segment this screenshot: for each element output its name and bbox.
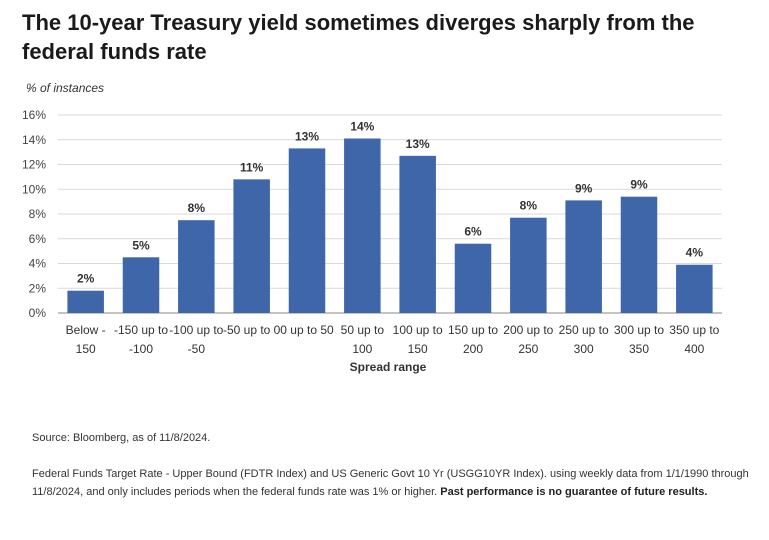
disclaimer: Past performance is no guarantee of futu…: [440, 486, 708, 498]
x-tick-label: 300: [574, 342, 594, 356]
x-tick-label: -50 up to 0: [223, 323, 281, 337]
bar: [454, 243, 492, 313]
bar: [344, 138, 381, 313]
y-tick-label: 4%: [29, 257, 47, 271]
bar: [288, 148, 326, 313]
source-note: Source: Bloomberg, as of 11/8/2024.: [32, 432, 211, 444]
bar: [620, 196, 658, 313]
x-tick-label: 250 up to: [559, 323, 609, 337]
y-tick-label: 16%: [22, 108, 46, 122]
x-tick-label: 150: [408, 342, 428, 356]
y-tick-label: 14%: [22, 133, 46, 147]
data-label: 6%: [464, 225, 482, 239]
x-tick-label: -50: [188, 342, 206, 356]
data-label: 5%: [132, 238, 150, 252]
data-label: 14%: [350, 120, 374, 134]
bar: [233, 179, 270, 313]
x-tick-label: 200: [463, 342, 483, 356]
gridlines: [58, 114, 722, 314]
bar: [565, 200, 602, 313]
y-tick-label: 12%: [22, 158, 46, 172]
bar-chart: % of instances 0% 2% 4% 6% 8% 10% 12% 14% 16% 2%…: [22, 81, 722, 374]
y-tick-label: 8%: [29, 207, 47, 221]
y-axis-title: % of instances: [26, 81, 104, 95]
x-tick-label: 350 up to: [669, 323, 719, 337]
bar: [510, 217, 547, 313]
y-tick-label: 2%: [29, 281, 47, 295]
x-tick-label: -100 up to: [169, 323, 223, 337]
x-tick-label: 350: [629, 342, 649, 356]
x-tick-label: 50 up to: [341, 323, 385, 337]
x-tick-label: 300 up to: [614, 323, 664, 337]
bars: [67, 138, 713, 313]
x-tick-label: 150: [76, 342, 96, 356]
y-tick-label: 0%: [29, 306, 47, 320]
data-label: 11%: [240, 160, 264, 174]
bar: [67, 290, 104, 313]
footnote-text: Federal Funds Target Rate - Upper Bound …: [32, 468, 749, 498]
data-label: 2%: [77, 272, 95, 286]
data-label: 8%: [520, 199, 538, 213]
x-tick-label: 150 up to: [448, 323, 498, 337]
footnote: Federal Funds Target Rate - Upper Bound …: [32, 465, 762, 501]
x-tick-label: 0 up to 50: [280, 323, 334, 337]
bar: [122, 257, 160, 313]
data-label: 4%: [686, 246, 704, 260]
y-tick-label: 10%: [22, 182, 46, 196]
x-tick-label: 200 up to: [503, 323, 553, 337]
data-labels: 2% 5% 8% 11% 13% 14% 13% 6% 8% 9% 9% 4%: [77, 120, 703, 286]
y-axis-ticks: 0% 2% 4% 6% 8% 10% 12% 14% 16%: [22, 108, 46, 320]
data-label: 9%: [575, 181, 593, 195]
chart-title: The 10-year Treasury yield sometimes div…: [22, 10, 695, 64]
x-tick-label: -150 up to: [114, 323, 168, 337]
x-tick-label: 400: [684, 342, 704, 356]
bar: [676, 264, 713, 313]
bar: [399, 155, 436, 313]
data-label: 8%: [188, 201, 206, 215]
x-tick-label: 100: [352, 342, 372, 356]
data-label: 13%: [295, 129, 319, 143]
x-tick-label: -100: [129, 342, 153, 356]
x-tick-label: 100 up to: [393, 323, 443, 337]
x-axis-categories: Below - 150 -150 up to -100 -100 up to -50 -50…: [66, 323, 720, 356]
y-tick-label: 6%: [29, 232, 47, 246]
x-tick-label: 250: [518, 342, 538, 356]
data-label: 13%: [406, 137, 430, 151]
bar: [178, 220, 215, 313]
x-tick-label: Below -: [66, 323, 106, 337]
data-label: 9%: [630, 178, 648, 192]
x-axis-title: Spread range: [350, 360, 427, 374]
